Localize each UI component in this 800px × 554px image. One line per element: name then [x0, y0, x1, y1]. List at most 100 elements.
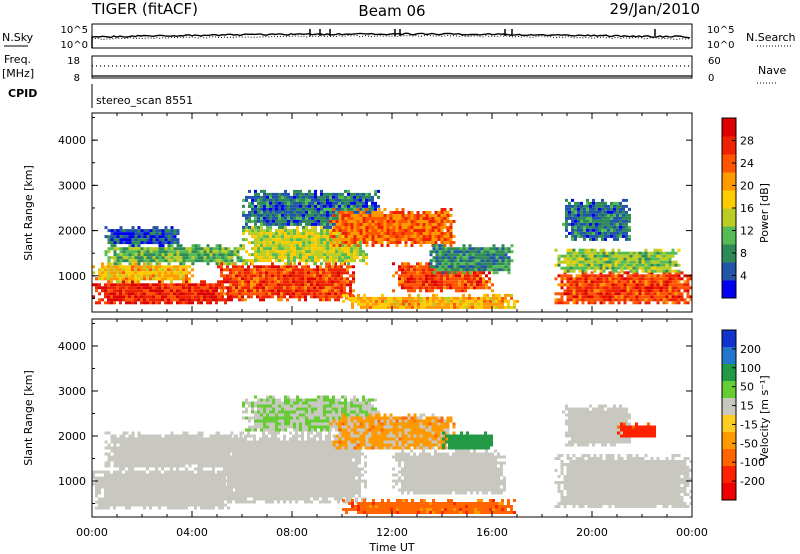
power-cell [504, 268, 508, 272]
power-cell [134, 247, 138, 251]
velocity-cell [179, 500, 182, 504]
power-cell [173, 232, 177, 236]
power-cell [565, 198, 568, 202]
power-cell [485, 280, 488, 284]
power-cell [140, 286, 143, 290]
power-cell [453, 253, 457, 257]
power-cell [329, 204, 332, 208]
velocity-cell [158, 506, 161, 510]
power-cell [398, 235, 402, 238]
power-cell [104, 271, 107, 275]
power-cell [254, 216, 257, 220]
power-cell [425, 226, 429, 229]
velocity-cell [122, 467, 125, 471]
power-cell [656, 277, 660, 281]
power-cell [635, 254, 639, 258]
power-cell [586, 222, 589, 226]
power-cell [335, 238, 339, 241]
power-cell [453, 268, 457, 272]
power-cell [224, 247, 228, 251]
power-cell [578, 251, 582, 255]
power-cell [474, 268, 478, 272]
power-cell [146, 232, 150, 236]
power-cell [107, 256, 111, 260]
power-cell [438, 268, 442, 272]
power-cell [262, 283, 265, 287]
power-cell [149, 253, 153, 257]
power-cell [444, 302, 447, 306]
power-cell [580, 231, 583, 235]
power-cell [347, 238, 351, 241]
power-cell [131, 250, 135, 254]
power-cell [125, 280, 128, 284]
power-cell [119, 283, 122, 287]
power-cell [155, 238, 159, 242]
power-cell [377, 241, 381, 244]
power-cell [507, 250, 511, 254]
power-cell [513, 305, 516, 309]
power-cell [188, 247, 192, 251]
power-cell [404, 274, 407, 278]
power-cell [401, 238, 405, 241]
power-cell [611, 289, 615, 293]
power-cell [347, 241, 351, 244]
power-cell [326, 238, 329, 242]
power-cell [308, 207, 311, 211]
power-cell [122, 232, 126, 236]
power-cell [253, 277, 256, 281]
power-cell [245, 198, 248, 202]
power-cell [569, 260, 573, 264]
power-cell [140, 277, 143, 281]
power-cell [383, 229, 387, 232]
power-cell [371, 226, 375, 229]
power-cell [620, 266, 624, 270]
power-cell [170, 298, 173, 302]
power-cell [404, 283, 407, 287]
power-cell [161, 235, 165, 239]
power-cell [329, 253, 332, 257]
power-cell [301, 295, 304, 299]
velocity-cell [173, 491, 176, 495]
power-cell [209, 289, 212, 293]
power-cell [468, 256, 472, 260]
power-cell [351, 293, 354, 297]
power-cell [260, 238, 263, 242]
power-cell [595, 213, 598, 217]
power-cell [272, 198, 275, 202]
power-cell [191, 301, 194, 305]
power-cell [468, 253, 472, 257]
power-cell [245, 225, 248, 229]
power-cell [458, 283, 461, 287]
power-cell [128, 253, 132, 257]
power-cell [254, 235, 257, 239]
power-cell [425, 283, 428, 287]
velocity-cell [191, 470, 194, 474]
power-cell [584, 254, 588, 258]
velocity-cell [152, 479, 155, 483]
power-cell [338, 259, 341, 263]
power-cell [140, 250, 144, 254]
power-cell [455, 283, 458, 287]
power-cell [638, 301, 642, 305]
power-cell [671, 283, 675, 287]
power-cell [113, 244, 117, 248]
power-cell [197, 286, 200, 290]
power-cell [501, 259, 505, 263]
power-cell [554, 277, 558, 281]
power-cell [611, 298, 615, 302]
power-cell [359, 217, 363, 220]
power-cell [247, 280, 250, 284]
velocity-cell [143, 479, 146, 483]
power-cell [353, 226, 357, 229]
power-cell [589, 234, 592, 238]
power-cell [443, 208, 447, 211]
power-cell [485, 283, 488, 287]
power-cell [635, 289, 639, 293]
power-cell [191, 289, 194, 293]
power-cell [434, 235, 438, 238]
power-cell [278, 241, 281, 245]
power-cell [396, 299, 399, 303]
power-cell [253, 289, 256, 293]
power-cell [572, 248, 576, 252]
power-cell [498, 302, 501, 306]
